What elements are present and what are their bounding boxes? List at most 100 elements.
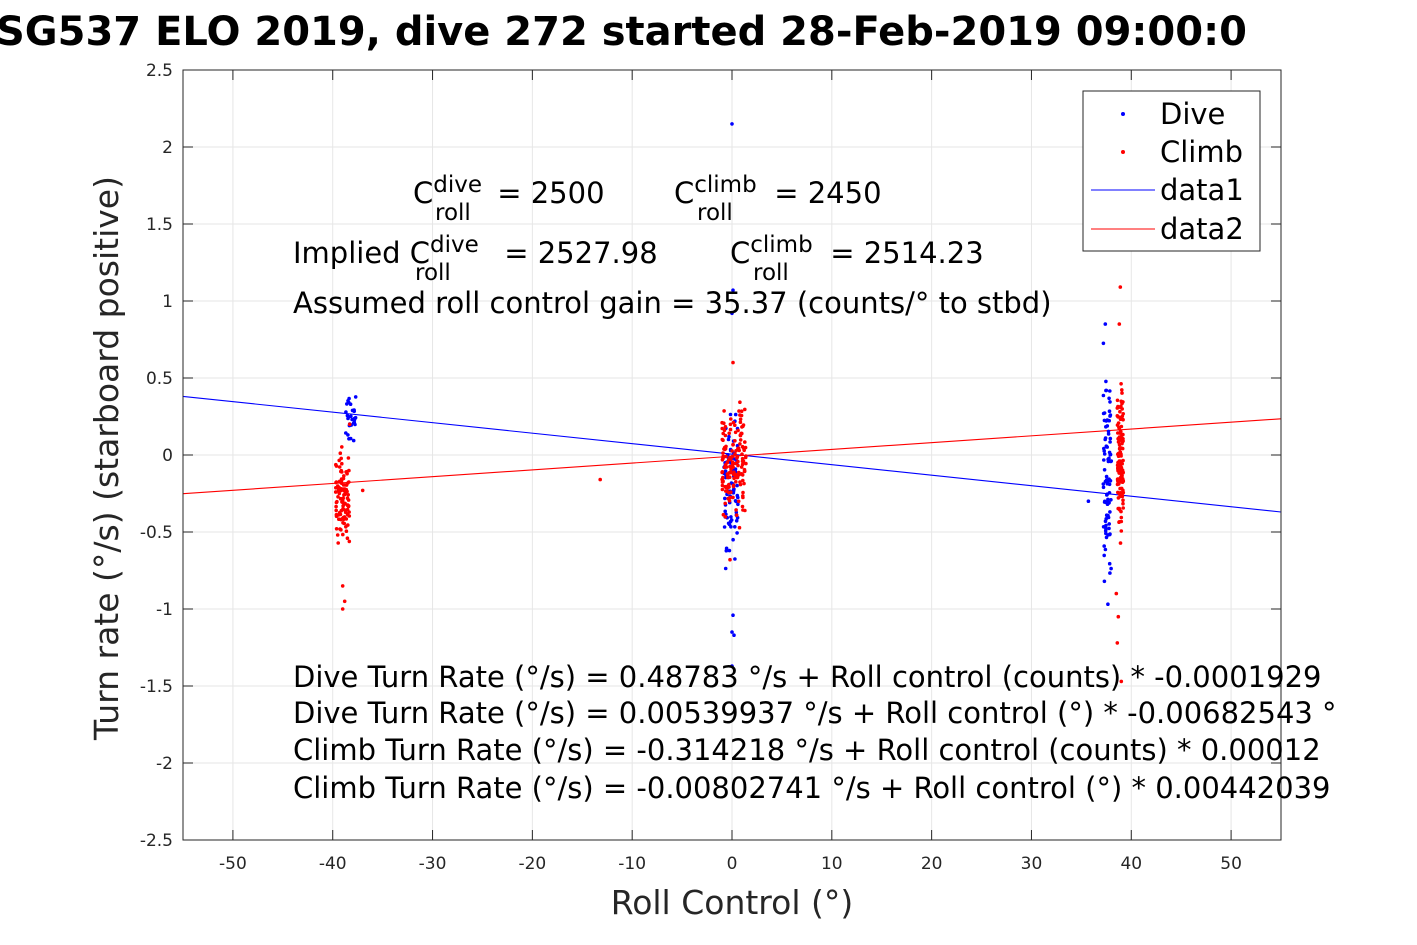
data-point	[1119, 382, 1123, 386]
data-point	[1103, 547, 1108, 552]
data-point	[345, 507, 350, 512]
data-point	[1118, 541, 1123, 545]
data-point	[1101, 393, 1106, 398]
data-point	[351, 438, 356, 443]
data-point	[1120, 401, 1124, 406]
data-point	[348, 402, 353, 407]
data-point	[1109, 498, 1113, 502]
data-point	[741, 478, 745, 483]
data-point	[740, 444, 745, 449]
data-point	[1101, 411, 1106, 416]
data-point	[743, 445, 748, 450]
data-point	[1120, 468, 1125, 473]
implied-climb-base: C	[730, 236, 750, 270]
data-point	[741, 494, 745, 498]
data-point	[727, 485, 731, 489]
data-point	[720, 487, 725, 492]
data-point	[1105, 445, 1109, 449]
data-point	[1117, 425, 1121, 430]
data-point	[344, 529, 349, 533]
data-point	[731, 420, 736, 425]
x-tick-label: -20	[518, 854, 546, 874]
data-point	[1109, 566, 1113, 571]
data-point	[1117, 442, 1122, 447]
data-point	[1107, 522, 1111, 526]
data-point	[1102, 579, 1107, 584]
data-point	[341, 507, 346, 512]
data-point	[1102, 468, 1107, 472]
data-point	[731, 472, 736, 477]
data-point	[721, 480, 725, 484]
c-dive-sup: dive	[433, 172, 482, 198]
y-tick-label: -2.5	[140, 831, 173, 851]
data-point	[1121, 478, 1125, 483]
data-point	[1107, 491, 1112, 495]
data-point	[344, 487, 349, 492]
data-point	[1108, 389, 1112, 393]
data-point	[739, 431, 744, 436]
data-point	[742, 481, 746, 486]
data-point	[344, 410, 348, 414]
data-point	[1101, 341, 1106, 346]
data-point	[732, 476, 736, 481]
data-point	[1104, 379, 1108, 384]
data-point	[1108, 479, 1113, 483]
data-point	[1106, 432, 1111, 436]
data-point	[723, 515, 728, 519]
data-point	[344, 470, 348, 474]
c-dive-sub: roll	[435, 200, 471, 226]
c-climb-sup: climb	[694, 172, 756, 198]
data-point	[728, 427, 733, 432]
data-point	[345, 536, 350, 540]
data-point	[740, 425, 744, 429]
x-tick-label: -40	[319, 854, 347, 874]
x-tick-label: -50	[219, 854, 247, 874]
data-point	[1116, 506, 1120, 511]
data-point	[727, 431, 731, 436]
data-point	[731, 537, 735, 542]
fit-line-dive-degrees: Dive Turn Rate (°/s) = 0.00539937 °/s + …	[293, 696, 1337, 730]
data-point	[721, 451, 725, 455]
data-point	[1108, 400, 1112, 404]
data-point	[728, 495, 733, 500]
data-point	[1118, 459, 1123, 464]
data-point	[1102, 553, 1106, 558]
data-point	[346, 433, 350, 437]
data-point	[1120, 388, 1124, 392]
data-point	[744, 461, 748, 466]
data-point	[1102, 452, 1107, 456]
x-tick-label: 30	[1021, 854, 1043, 874]
data-point	[723, 424, 728, 429]
data-points	[333, 122, 1126, 684]
data-point	[722, 409, 726, 413]
c-roll-climb-annotation: Cclimb roll = 2450	[674, 172, 882, 226]
data-point	[726, 437, 731, 442]
legend-label-climb: Climb	[1160, 135, 1243, 169]
data-point	[737, 470, 741, 475]
x-tick-label: -30	[419, 854, 447, 874]
data-point	[733, 412, 738, 417]
data-point	[1086, 499, 1091, 504]
data-point	[721, 455, 725, 460]
fit-line-climb-degrees: Climb Turn Rate (°/s) = -0.00802741 °/s …	[293, 771, 1330, 805]
data-point	[727, 548, 732, 553]
implied-dive-sub: roll	[415, 260, 451, 286]
data-point	[351, 421, 356, 425]
data-point	[730, 449, 734, 453]
x-tick-label: 0	[727, 854, 738, 874]
data-point	[1107, 409, 1112, 414]
data-point	[1119, 486, 1124, 491]
y-tick-label: -1.5	[140, 677, 173, 697]
data-point	[340, 461, 344, 466]
y-tick-label: 1.5	[146, 215, 173, 235]
y-tick-label: 0	[162, 446, 173, 466]
data-point	[342, 599, 347, 604]
data-point	[342, 474, 346, 478]
data-point	[741, 490, 745, 495]
implied-prefix: Implied C	[293, 236, 430, 270]
data-point	[346, 493, 351, 497]
data-point	[343, 491, 348, 496]
legend-marker-dive	[1121, 112, 1125, 116]
data-point	[341, 532, 345, 537]
data-point	[1119, 679, 1124, 684]
